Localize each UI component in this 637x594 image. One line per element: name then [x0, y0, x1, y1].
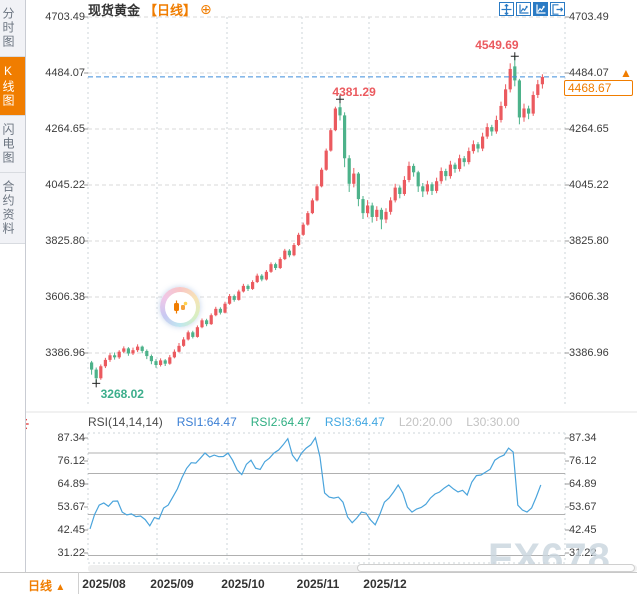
rsi-axis-label: 76.12	[57, 455, 85, 467]
price-up-arrow-icon: ▲	[620, 66, 632, 80]
scrollbar-thumb[interactable]	[357, 564, 635, 572]
date-axis-label: 2025/09	[150, 577, 194, 591]
sidebar-tab-kline-chart[interactable]: K线图	[0, 57, 25, 116]
price-axis-label: 3606.38	[569, 291, 609, 303]
sidebar-tab-contract-info[interactable]: 合约资料	[0, 173, 25, 244]
rsi2-value: RSI2:64.47	[250, 415, 311, 429]
rsi-params-label[interactable]: RSI(14,14,14)	[88, 415, 163, 429]
bottom-bar-divider	[78, 572, 79, 594]
low-price-annotation: 3268.02	[100, 387, 144, 402]
sidebar-tab-lightning-chart[interactable]: 闪电图	[0, 116, 25, 173]
rsi-axis-label: 53.67	[57, 501, 85, 513]
broker-logo-badge	[160, 287, 200, 327]
price-axis-label: 3825.80	[45, 235, 85, 247]
current-price-badge: 4468.67	[564, 80, 633, 96]
rsi1-value: RSI1:64.47	[176, 415, 237, 429]
rsi-axis-label: 87.34	[57, 432, 85, 444]
period-selector[interactable]: 日线 ▲	[28, 577, 65, 594]
axis-zoom-active-icon[interactable]	[533, 2, 548, 16]
price-axis-label: 3386.96	[45, 347, 85, 359]
local-high-annotation: 4381.29	[332, 85, 376, 100]
price-axis-label: 4045.22	[569, 179, 609, 191]
high-price-annotation: 4549.69	[475, 38, 519, 53]
rsi3-value: RSI3:64.47	[324, 415, 385, 429]
price-axis-label: 3606.38	[45, 291, 85, 303]
broker-logo-icon	[164, 291, 196, 323]
rsi-axis-label: 42.45	[569, 524, 597, 536]
rsi-axis-label: 87.34	[569, 432, 597, 444]
sidebar: 分时图 K线图 闪电图 合约资料	[0, 0, 26, 572]
date-axis-label: 2025/12	[363, 577, 407, 591]
price-axis-label: 4264.65	[45, 122, 85, 135]
pan-crosshair-icon[interactable]	[499, 2, 514, 16]
rsi-header: RSI(14,14,14) RSI1:64.47 RSI2:64.47 RSI3…	[88, 415, 520, 429]
rsi-l30-value: L30:30.00	[466, 415, 520, 429]
price-axis-label: 4484.07	[569, 66, 609, 79]
bottom-bar	[0, 572, 637, 594]
period-tag: 【日线】	[144, 2, 197, 18]
rsi-axis-label: 53.67	[569, 501, 597, 513]
axis-zoom-icon[interactable]	[516, 2, 531, 16]
rsi-axis-label: 31.22	[569, 547, 597, 559]
chart-toolbar	[499, 2, 565, 16]
price-axis-label: 3825.80	[569, 235, 609, 247]
chart-title-bar: 现货黄金 【日线】 ⊕	[88, 1, 212, 18]
rsi-axis-label: 42.45	[57, 524, 85, 536]
date-axis-label: 2025/10	[221, 577, 265, 591]
price-axis-label: 4045.22	[45, 179, 85, 191]
symbol-title: 现货黄金	[88, 2, 141, 18]
price-axis-label: 4264.65	[569, 122, 609, 135]
rsi-axis-label: 76.12	[569, 455, 597, 467]
price-axis-label: 4484.07	[45, 66, 85, 79]
sidebar-tab-time-chart[interactable]: 分时图	[0, 0, 25, 57]
rsi-axis-label: 64.89	[569, 478, 597, 490]
price-axis-label: 4703.49	[569, 11, 609, 23]
add-indicator-icon[interactable]: ⊕	[200, 1, 212, 17]
rsi-axis-label: 64.89	[57, 478, 85, 490]
period-selector-arrow-icon: ▲	[55, 582, 66, 593]
rsi-axis-label: 31.22	[57, 547, 85, 559]
exit-chart-icon[interactable]	[550, 2, 565, 16]
rsi-l20-value: L20:20.00	[398, 415, 453, 429]
price-axis-label: 4703.49	[45, 11, 85, 23]
date-axis-label: 2025/11	[296, 577, 340, 591]
period-selector-label: 日线	[28, 579, 53, 593]
date-axis-label: 2025/08	[82, 577, 126, 591]
price-axis-label: 3386.96	[569, 347, 609, 359]
